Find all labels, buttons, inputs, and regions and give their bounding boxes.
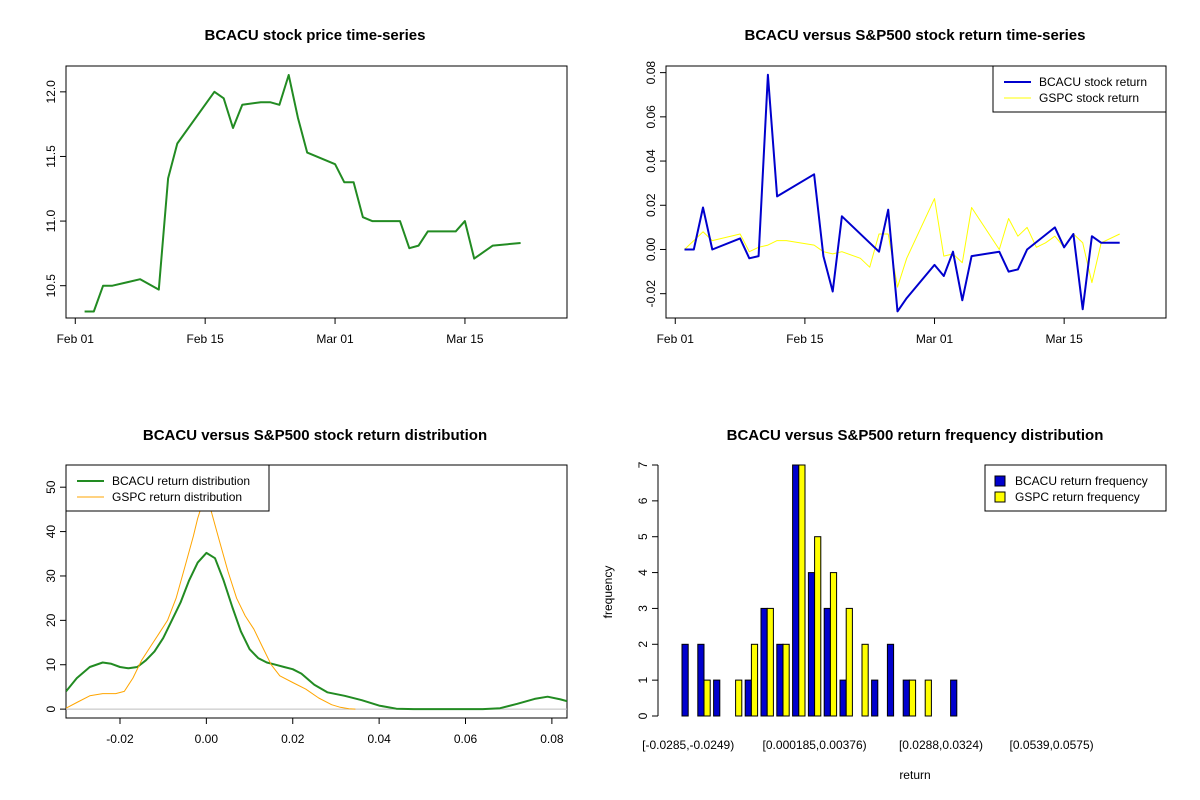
y-tick-label: 1	[636, 676, 650, 683]
y-axis-label: frequency	[601, 566, 615, 619]
y-tick-label: 40	[44, 525, 58, 539]
y-tick-label: 0.06	[644, 105, 658, 129]
y-tick-label: 11.0	[44, 210, 58, 233]
bar-bcacu	[792, 464, 800, 717]
x-tick-label: Feb 01	[57, 332, 95, 346]
bar-gspc	[908, 679, 917, 717]
bar-gspc	[703, 679, 711, 717]
y-tick-label: 2	[636, 641, 650, 648]
x-tick-label: 0.02	[281, 732, 305, 746]
bar-bcacu	[681, 643, 689, 717]
bar-bcacu	[776, 643, 784, 717]
x-tick-label: 0.00	[195, 732, 219, 746]
return-frequency-panel: BCACU versus S&P500 return frequency dis…	[601, 427, 1167, 782]
bar-gspc	[782, 643, 790, 717]
x-tick-label: 0.08	[540, 732, 564, 746]
bar-gspc	[798, 464, 806, 717]
legend-swatch	[994, 491, 1006, 503]
legend-label: BCACU stock return	[1039, 75, 1147, 89]
y-tick-label: 30	[44, 569, 58, 583]
legend-swatch	[994, 475, 1006, 487]
y-tick-label: 20	[44, 613, 58, 627]
bar-bcacu	[823, 607, 831, 717]
y-tick-label: 0	[636, 712, 650, 719]
y-tick-label: 12.0	[44, 80, 58, 104]
legend-box	[992, 65, 1167, 113]
x-tick-label: 0.04	[367, 732, 391, 746]
x-category-label: [0.0288,0.0324)	[899, 738, 983, 752]
chart-title: BCACU versus S&P500 return frequency dis…	[727, 427, 1104, 444]
price-timeseries-panel: BCACU stock price time-series Feb 01 Feb 1…	[44, 27, 568, 346]
chart-title: BCACU versus S&P500 stock return time-se…	[745, 27, 1086, 44]
chart-title: BCACU versus S&P500 stock return distrib…	[143, 427, 487, 444]
x-category-label: [0.0539,0.0575)	[1010, 738, 1094, 752]
x-tick-label: Feb 15	[786, 332, 824, 346]
x-tick-label: Mar 15	[446, 332, 484, 346]
series-line-0	[684, 73, 1120, 313]
legend-box	[65, 464, 270, 512]
x-tick-label: Feb 01	[657, 332, 695, 346]
bar-bcacu	[950, 679, 958, 717]
bar-bcacu	[713, 679, 721, 717]
y-tick-label: 4	[636, 569, 650, 576]
x-tick-label: Mar 01	[916, 332, 954, 346]
legend-label: GSPC stock return	[1039, 91, 1139, 105]
y-tick-label: 10	[44, 658, 58, 672]
y-tick-label: 0.02	[644, 193, 658, 217]
x-category-label: [0.000185,0.00376)	[763, 738, 867, 752]
bar-bcacu	[902, 679, 910, 717]
y-tick-label: 0.00	[644, 237, 658, 261]
y-tick-label: 0.08	[644, 61, 658, 85]
bar-bcacu	[839, 679, 847, 717]
bar-gspc	[735, 679, 743, 717]
bar-bcacu	[886, 643, 895, 717]
y-tick-label: 7	[636, 461, 650, 468]
x-tick-label: Mar 01	[316, 332, 354, 346]
x-axis-label: return	[899, 768, 930, 782]
y-tick-label: 11.5	[44, 145, 58, 168]
return-distribution-panel: BCACU versus S&P500 stock return distrib…	[44, 427, 568, 746]
legend-label: BCACU return frequency	[1015, 474, 1148, 488]
y-tick-label: 3	[636, 605, 650, 612]
legend-label: BCACU return distribution	[112, 474, 250, 488]
bar-gspc	[845, 607, 853, 717]
y-tick-label: -0.02	[644, 280, 658, 308]
x-tick-label: 0.06	[454, 732, 478, 746]
y-tick-label: 6	[636, 497, 650, 504]
bar-bcacu	[807, 572, 816, 717]
y-tick-label: 0	[44, 705, 58, 712]
series-line-1	[684, 198, 1120, 288]
bar-gspc	[750, 643, 759, 717]
x-tick-label: Feb 15	[186, 332, 224, 346]
bar-gspc	[766, 607, 774, 717]
bar-bcacu	[744, 679, 752, 717]
chart-title: BCACU stock price time-series	[205, 27, 426, 44]
bar-gspc	[814, 536, 822, 717]
legend-label: GSPC return distribution	[112, 490, 242, 504]
bar-gspc	[829, 572, 838, 717]
bar-bcacu	[697, 643, 705, 717]
bar-bcacu	[760, 607, 768, 717]
return-timeseries-panel: BCACU versus S&P500 stock return time-se…	[644, 27, 1167, 346]
x-tick-label: -0.02	[106, 732, 134, 746]
legend-label: GSPC return frequency	[1015, 490, 1140, 504]
x-category-label: [-0.0285,-0.0249)	[642, 738, 734, 752]
series-line-0	[84, 74, 521, 313]
bar-gspc	[861, 643, 869, 717]
legend-box	[984, 464, 1167, 512]
bar-gspc	[924, 679, 932, 717]
plot-frame	[665, 65, 1167, 319]
x-tick-label: Mar 15	[1045, 332, 1083, 346]
y-tick-label: 5	[636, 533, 650, 540]
plot-frame	[65, 65, 568, 319]
bar-bcacu	[871, 679, 879, 717]
y-tick-label: 50	[44, 480, 58, 494]
y-tick-label: 0.04	[644, 149, 658, 173]
y-tick-label: 10.5	[44, 274, 58, 298]
plot-frame	[65, 464, 568, 719]
